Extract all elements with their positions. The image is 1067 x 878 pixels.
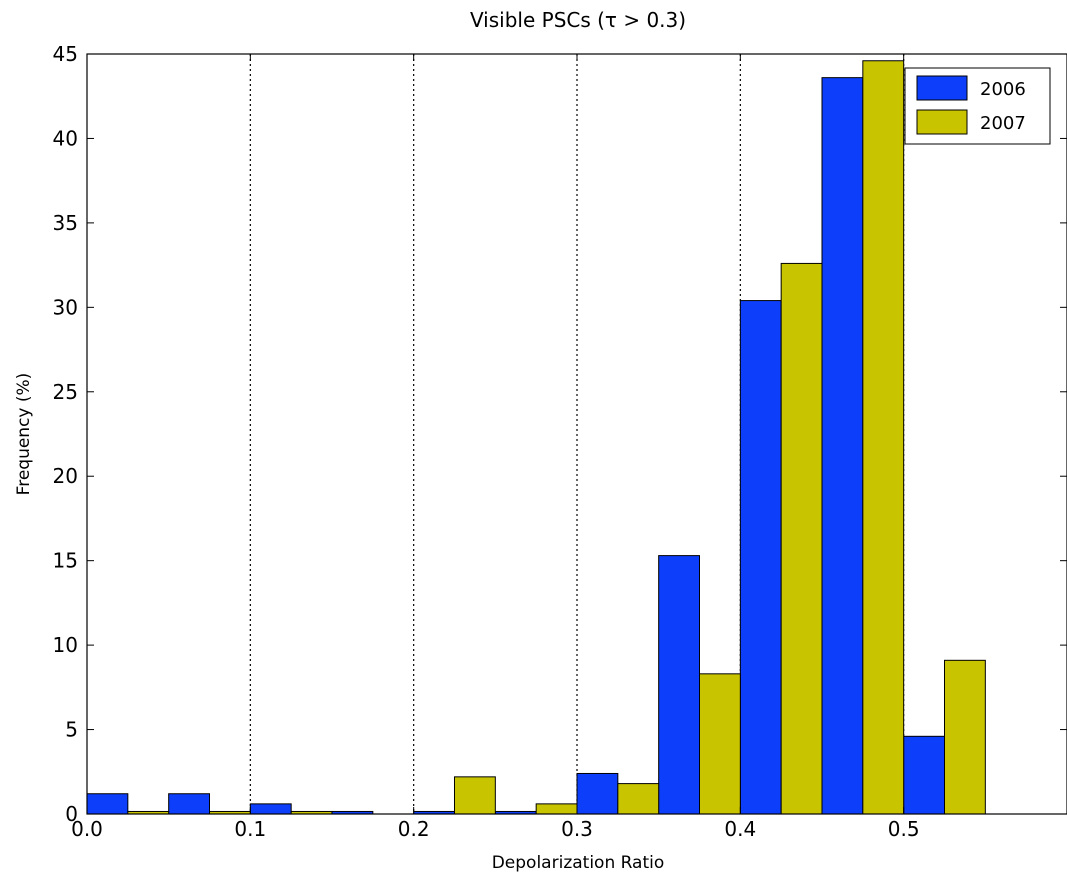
y-tick-label: 35 [53,211,78,235]
bar-2007 [454,776,496,815]
bar-2006 [739,300,782,815]
x-tick-label: 0.5 [888,817,920,841]
bars [86,60,986,815]
legend-swatch-2007 [916,109,968,135]
x-tick-label: 0.3 [561,817,593,841]
bar-2006 [903,735,946,815]
x-tick-label: 0.0 [71,817,103,841]
bar-2007 [780,262,823,815]
bar-2006 [821,77,864,815]
y-tick-label: 10 [53,633,78,657]
legend-label-2007: 2007 [980,113,1026,134]
y-tick-label: 25 [53,380,78,404]
bar-2006 [658,555,701,815]
y-tick-label: 15 [53,549,78,573]
bar-2006 [168,793,211,815]
bar-2007 [617,783,660,815]
x-tick-label: 0.2 [398,817,430,841]
bar-2006 [86,793,129,815]
bar-2006 [249,803,292,815]
legend-swatch-2006 [916,75,968,101]
chart-title: Visible PSCs (τ > 0.3) [470,8,686,32]
y-axis-label: Frequency (%) [14,373,34,496]
bar-2007 [862,60,905,815]
bar-2006 [576,772,619,815]
y-tick-label: 40 [53,126,78,150]
y-tick-label: 0 [65,802,78,826]
y-tick-label: 45 [53,42,78,66]
x-axis-label: Depolarization Ratio [492,853,665,873]
bar-2007 [944,659,986,815]
bar-2007 [535,803,578,815]
y-tick-label: 20 [53,464,78,488]
x-tick-label: 0.4 [724,817,756,841]
bar-2007 [699,673,741,815]
y-tick-label: 5 [65,718,78,742]
legend-label-2006: 2006 [980,79,1026,100]
x-tick-label: 0.1 [234,817,266,841]
axis-ticks: 0.0 0.1 0.2 0.3 0.4 0.5 0 5 10 15 20 25 30 35 40 45 [53,42,1067,841]
legend: 2006 2007 [904,67,1051,145]
y-tick-label: 30 [53,295,78,319]
